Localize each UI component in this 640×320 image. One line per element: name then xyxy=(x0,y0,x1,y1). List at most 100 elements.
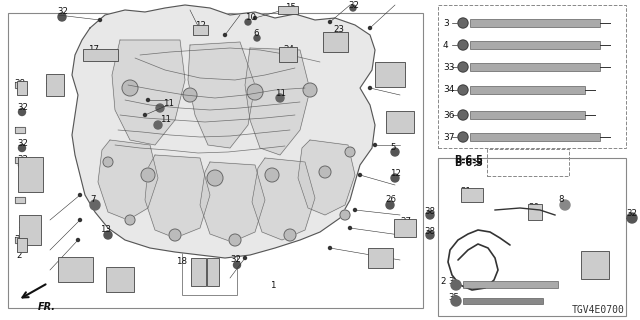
Text: 33: 33 xyxy=(443,62,454,71)
Text: B-6-5: B-6-5 xyxy=(454,155,483,165)
Circle shape xyxy=(276,94,284,102)
Text: 11: 11 xyxy=(275,89,286,98)
Text: 38: 38 xyxy=(14,236,25,244)
Text: 37: 37 xyxy=(443,132,454,141)
Polygon shape xyxy=(15,157,25,163)
Circle shape xyxy=(458,18,468,28)
Bar xyxy=(470,133,600,141)
Bar xyxy=(368,248,393,268)
Bar xyxy=(191,258,206,286)
Bar xyxy=(581,251,609,279)
Text: FR.: FR. xyxy=(38,302,56,312)
Text: 2: 2 xyxy=(16,251,22,260)
Text: 31: 31 xyxy=(460,188,471,196)
Circle shape xyxy=(284,229,296,241)
Bar xyxy=(463,298,543,304)
Circle shape xyxy=(79,219,81,221)
Polygon shape xyxy=(200,162,265,242)
Circle shape xyxy=(426,231,434,239)
Text: 7: 7 xyxy=(90,196,95,204)
Circle shape xyxy=(340,210,350,220)
Circle shape xyxy=(374,143,376,147)
Circle shape xyxy=(426,211,434,219)
Bar xyxy=(83,49,118,61)
Text: 21: 21 xyxy=(375,249,386,258)
Circle shape xyxy=(369,27,371,29)
Text: 5: 5 xyxy=(390,143,396,153)
Text: 2: 2 xyxy=(440,277,445,286)
Bar xyxy=(461,188,483,202)
Bar xyxy=(470,63,600,71)
Circle shape xyxy=(156,104,164,112)
Text: 29: 29 xyxy=(590,258,601,267)
Text: 24: 24 xyxy=(283,45,294,54)
Text: 12: 12 xyxy=(195,20,206,29)
Bar xyxy=(394,219,416,237)
Text: 14: 14 xyxy=(112,270,123,279)
Circle shape xyxy=(104,231,112,239)
Bar xyxy=(58,257,93,282)
Circle shape xyxy=(391,148,399,156)
Bar xyxy=(323,32,348,52)
Circle shape xyxy=(90,200,100,210)
Text: 32: 32 xyxy=(57,7,68,17)
Circle shape xyxy=(223,34,227,36)
Circle shape xyxy=(207,170,223,186)
Text: 32: 32 xyxy=(230,255,241,265)
Bar xyxy=(17,238,27,252)
Text: 19: 19 xyxy=(208,263,219,273)
Circle shape xyxy=(349,227,351,229)
Bar xyxy=(278,6,298,14)
Text: 27: 27 xyxy=(400,218,411,227)
Circle shape xyxy=(458,110,468,120)
Circle shape xyxy=(345,147,355,157)
Circle shape xyxy=(147,99,150,101)
Circle shape xyxy=(154,121,162,129)
Text: 36: 36 xyxy=(443,110,454,119)
Bar xyxy=(470,86,585,94)
Text: 6: 6 xyxy=(253,28,259,37)
Text: TGV4E0700: TGV4E0700 xyxy=(572,305,625,315)
Circle shape xyxy=(458,132,468,142)
Text: 22: 22 xyxy=(62,260,73,269)
Bar xyxy=(487,149,569,176)
Text: 15: 15 xyxy=(285,3,296,12)
Circle shape xyxy=(243,257,246,260)
Polygon shape xyxy=(15,127,25,133)
Bar xyxy=(46,74,64,96)
Circle shape xyxy=(451,296,461,306)
Text: 12: 12 xyxy=(390,169,401,178)
Text: 32: 32 xyxy=(348,1,359,10)
Bar xyxy=(470,111,585,119)
Circle shape xyxy=(198,28,202,31)
Circle shape xyxy=(451,280,461,290)
Circle shape xyxy=(627,213,637,223)
Circle shape xyxy=(358,173,362,177)
Bar xyxy=(386,111,414,133)
Bar xyxy=(19,215,41,245)
Text: 17: 17 xyxy=(88,45,99,54)
Polygon shape xyxy=(298,140,355,215)
Text: 28: 28 xyxy=(45,77,56,86)
Circle shape xyxy=(103,157,113,167)
Circle shape xyxy=(77,238,79,242)
Text: 26: 26 xyxy=(385,196,396,204)
Text: 18: 18 xyxy=(176,258,187,267)
Bar xyxy=(463,281,558,288)
Bar xyxy=(207,258,219,286)
Polygon shape xyxy=(145,155,210,238)
Text: 3: 3 xyxy=(448,277,454,286)
Circle shape xyxy=(328,20,332,23)
Text: 23: 23 xyxy=(333,26,344,35)
Text: 1: 1 xyxy=(270,281,275,290)
Circle shape xyxy=(122,80,138,96)
Text: 20: 20 xyxy=(18,220,29,229)
Polygon shape xyxy=(15,197,25,203)
Bar xyxy=(17,81,27,95)
Text: 11: 11 xyxy=(160,116,171,124)
Circle shape xyxy=(319,166,331,178)
Circle shape xyxy=(303,83,317,97)
Text: 10: 10 xyxy=(245,13,256,22)
Polygon shape xyxy=(245,48,310,155)
Bar xyxy=(528,204,542,220)
